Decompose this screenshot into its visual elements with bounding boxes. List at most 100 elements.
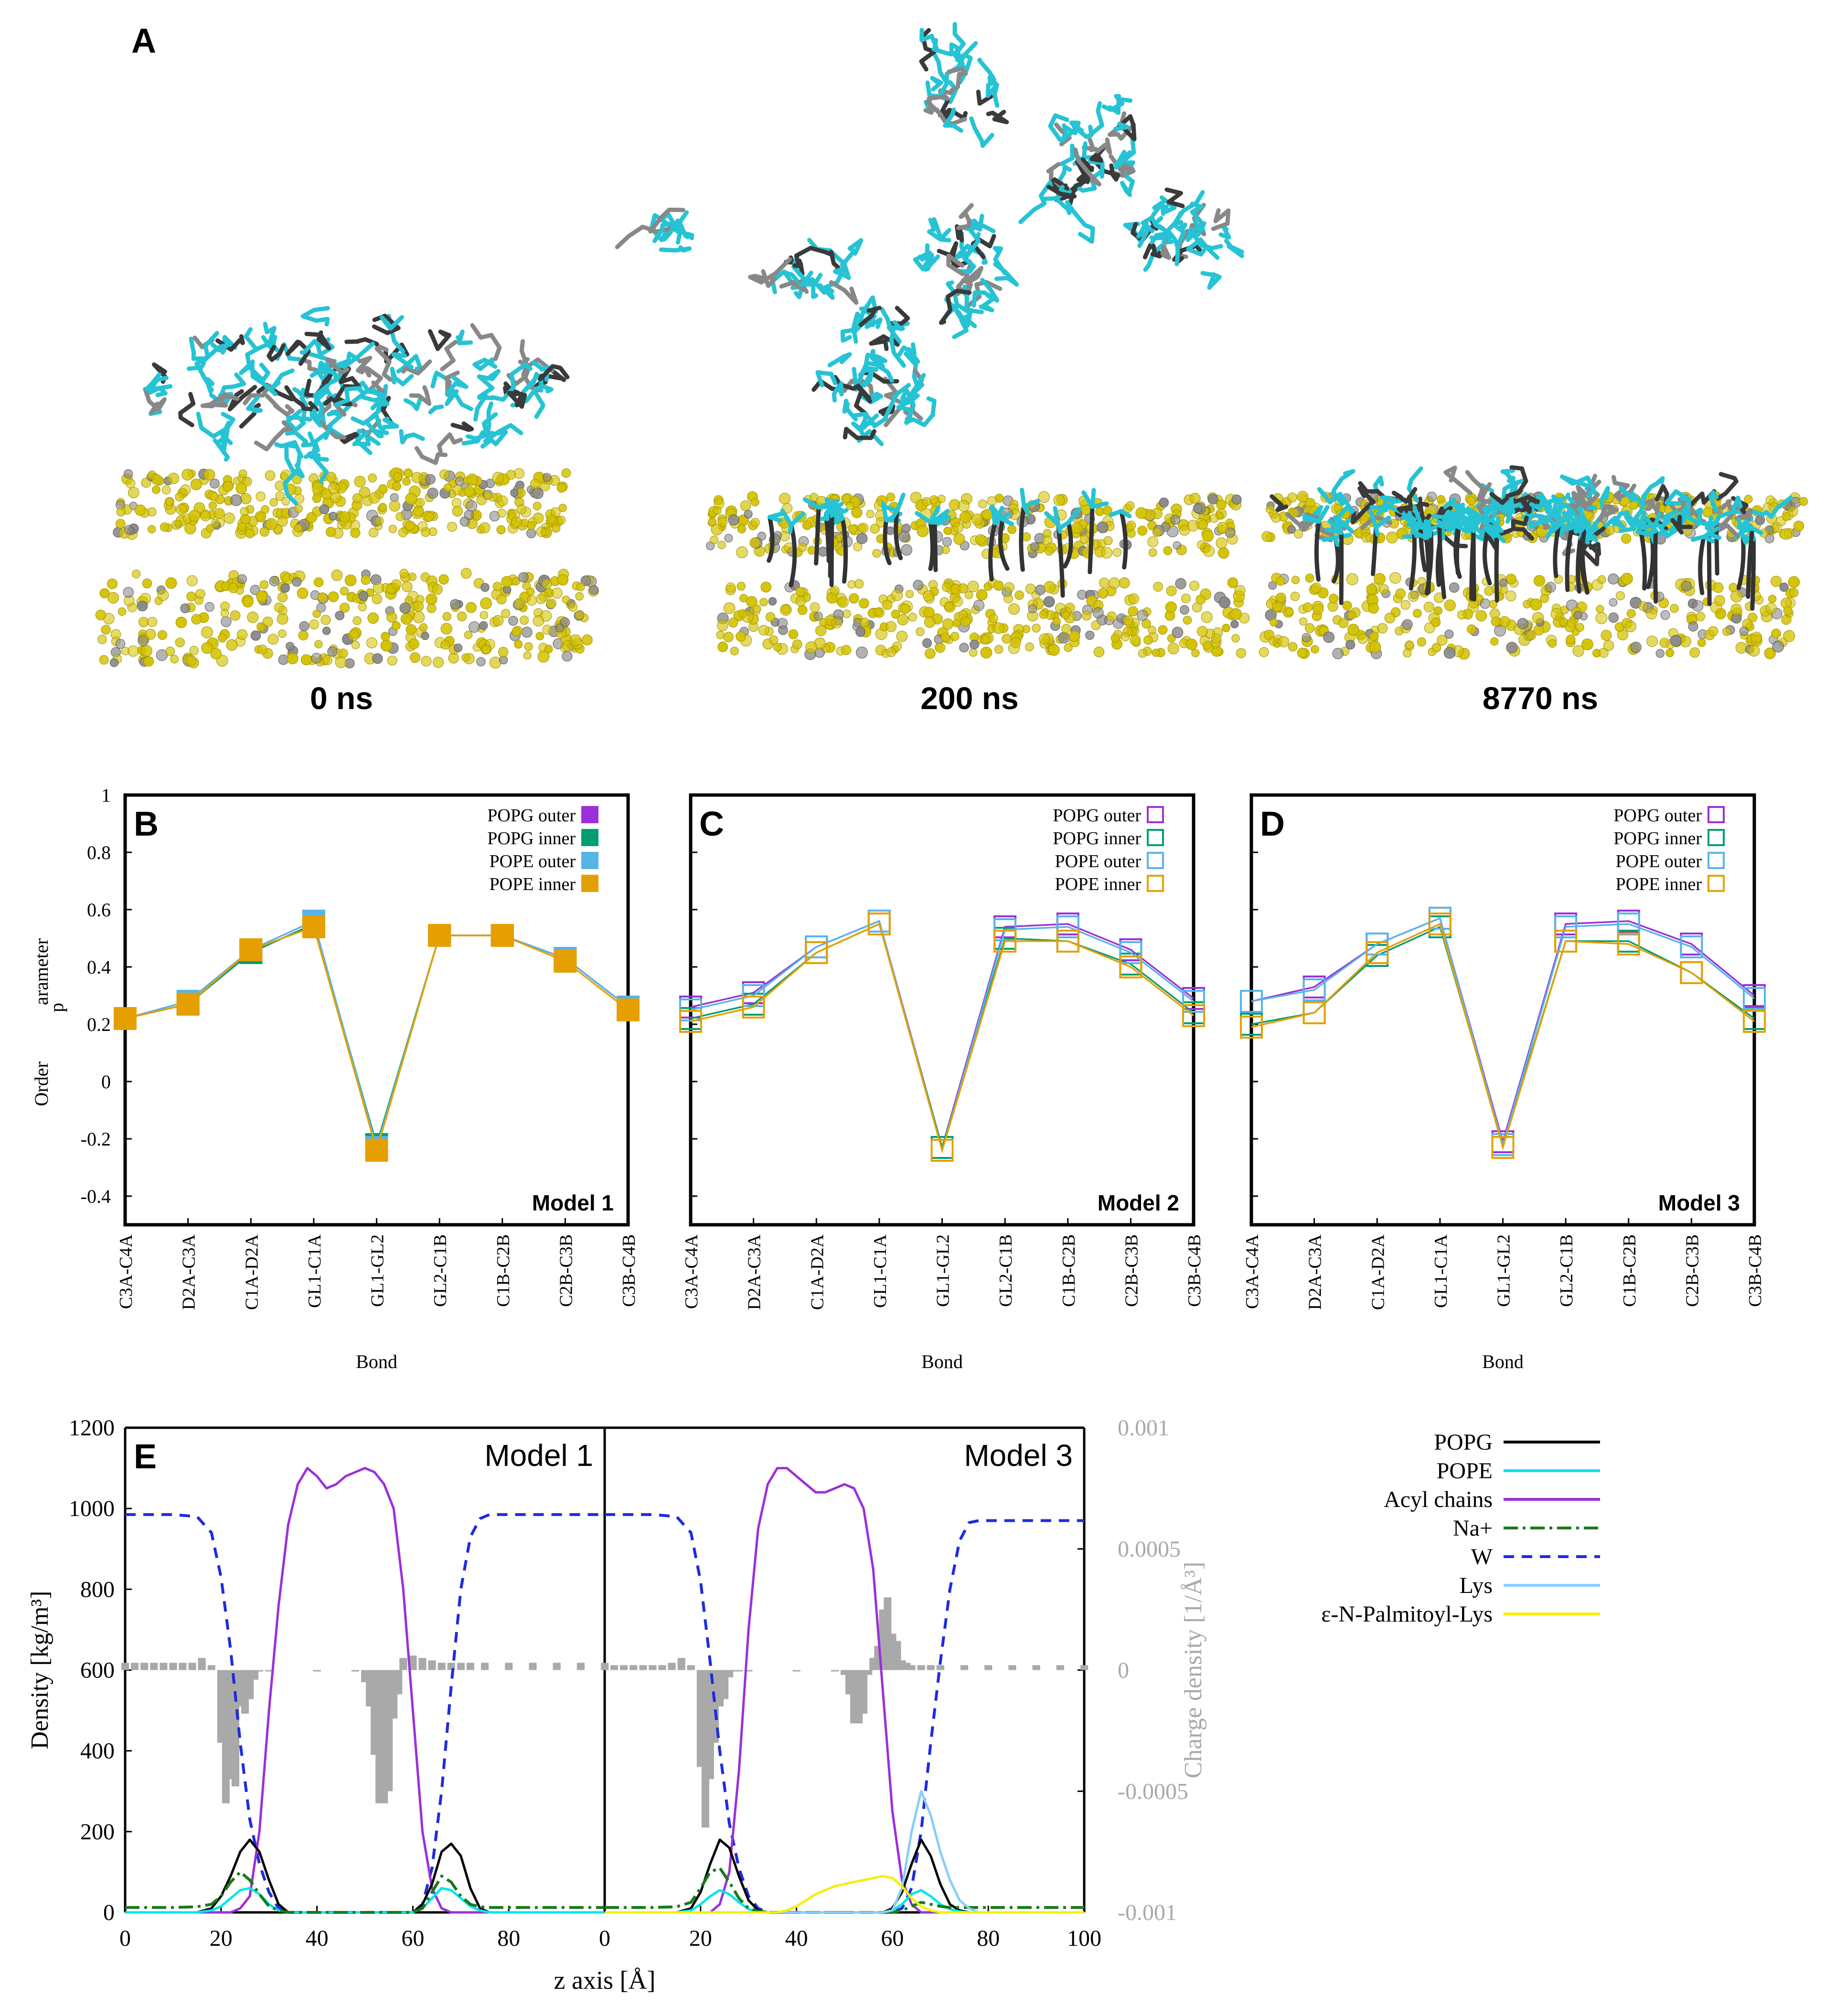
inserted-chain	[1746, 526, 1755, 599]
headgroup-bead	[277, 613, 288, 625]
headgroup-bead	[492, 472, 504, 484]
x-tick-label: D2A-C3A	[1305, 1234, 1325, 1310]
headgroup-bead	[1688, 621, 1698, 632]
headgroup-bead	[1714, 595, 1725, 606]
headgroup-bead	[309, 619, 319, 629]
lipopeptide-chain	[971, 277, 1000, 308]
headgroup-bead	[1207, 494, 1218, 505]
headgroup-bead	[452, 485, 463, 496]
lipopeptide-chain	[314, 395, 346, 440]
inserted-chain	[1053, 506, 1061, 527]
headgroup-bead	[201, 642, 213, 654]
headgroup-bead	[368, 473, 377, 483]
inserted-chain	[1578, 506, 1588, 527]
headgroup-bead	[277, 516, 288, 527]
headgroup-bead	[280, 583, 290, 593]
headgroup-bead	[746, 596, 758, 607]
headgroup-bead	[1449, 582, 1460, 593]
headgroup-bead	[1014, 590, 1024, 600]
headgroup-bead	[1166, 585, 1177, 596]
lipopeptide-chain	[904, 396, 937, 427]
x-tick-label: C1B-C2B	[493, 1234, 513, 1307]
headgroup-bead	[361, 575, 371, 585]
headgroup-bead	[1660, 610, 1670, 620]
inserted-chain	[1565, 525, 1574, 592]
headgroup-bead	[476, 657, 486, 667]
headgroup-bead	[942, 618, 954, 630]
headgroup-bead	[514, 598, 525, 609]
lipopeptide-chain	[470, 323, 502, 361]
headgroup-bead	[716, 631, 725, 639]
legend-label: POPG inner	[1053, 828, 1141, 849]
legend-marker	[1708, 852, 1725, 869]
headgroup-bead	[1272, 601, 1283, 612]
y2-tick-label: 0	[1118, 1658, 1129, 1683]
headgroup-bead	[1389, 572, 1401, 584]
legend-marker	[1708, 829, 1725, 846]
inserted-chain	[988, 520, 997, 582]
headgroup-bead	[1052, 617, 1061, 626]
lipopeptide-chain	[896, 393, 920, 425]
headgroup-bead	[1405, 640, 1414, 649]
headgroup-bead	[1038, 491, 1050, 503]
inserted-chain	[1583, 522, 1590, 533]
headgroup-bead	[1180, 605, 1189, 615]
charge-bar	[179, 1663, 187, 1670]
headgroup-bead	[175, 637, 185, 647]
headgroup-bead	[769, 635, 779, 645]
headgroup-bead	[1227, 577, 1238, 588]
charge-bar	[428, 1660, 436, 1670]
snapshot-200ns	[615, 22, 1250, 660]
headgroup-bead	[256, 491, 266, 501]
headgroup-bead	[152, 485, 160, 494]
headgroup-bead	[186, 575, 198, 586]
data-point	[617, 998, 640, 1021]
headgroup-bead	[427, 604, 437, 614]
inserted-chain	[932, 515, 951, 523]
headgroup-bead	[1395, 626, 1404, 636]
lipopeptide-chain	[340, 432, 359, 444]
headgroup-bead	[447, 521, 457, 532]
order-panel-c: C3A-C4A D2A-C3A C1A-D2A GL1-C1A GL1-GL2 GL2-C…	[679, 793, 1205, 1372]
x-axis-label: Bond	[921, 1351, 963, 1372]
charge-bar	[721, 1670, 729, 1699]
lipopeptide-chain	[886, 320, 905, 344]
headgroup-bead	[348, 630, 359, 641]
headgroup-bead	[351, 640, 360, 649]
headgroup-bead	[1102, 506, 1112, 516]
lipopeptide-chain	[986, 109, 1009, 125]
headgroup-bead	[186, 592, 196, 602]
headgroup-bead	[413, 611, 425, 624]
headgroup-bead	[1187, 520, 1199, 531]
lipopeptide-chain	[204, 377, 215, 394]
headgroup-bead	[188, 510, 201, 522]
subplot-title: Model 3	[964, 1438, 1073, 1473]
headgroup-bead	[156, 649, 168, 661]
headgroup-bead	[526, 595, 537, 606]
headgroup-bead	[1032, 624, 1041, 633]
lipopeptide-chain	[143, 387, 167, 415]
headgroup-bead	[717, 517, 728, 527]
charge-bar	[745, 1670, 753, 1672]
headgroup-bead	[1195, 594, 1206, 605]
y-axis-label: Density [kg/m³]	[26, 1591, 53, 1750]
x-tick-label: 80	[497, 1926, 520, 1951]
headgroup-bead	[392, 481, 402, 491]
panel-letter: D	[1260, 805, 1285, 843]
headgroup-bead	[952, 619, 961, 627]
headgroup-bead	[1550, 608, 1562, 620]
lipopeptide-chain	[472, 357, 498, 371]
lipopeptide-chain	[239, 359, 277, 396]
headgroup-bead	[1799, 497, 1808, 506]
legend-label: POPG outer	[1053, 806, 1141, 826]
y-tick-label: -0.4	[81, 1186, 111, 1207]
inserted-chain	[1740, 526, 1755, 534]
headgroup-bead	[1304, 623, 1315, 633]
lipopeptide-chain	[351, 413, 383, 430]
y-tick-label: 0.2	[87, 1014, 111, 1035]
headgroup-bead	[1268, 581, 1277, 590]
headgroup-bead	[537, 650, 550, 663]
headgroup-bead	[1597, 575, 1606, 584]
lipopeptide-chain	[323, 386, 352, 406]
x-tick-label: C1A-D2A	[242, 1234, 262, 1310]
